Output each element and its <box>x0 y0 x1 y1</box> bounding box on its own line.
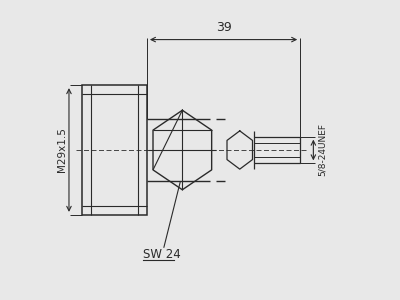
Text: 5/8-24UNEF: 5/8-24UNEF <box>318 124 327 176</box>
Text: 39: 39 <box>216 21 232 34</box>
Text: M29x1.5: M29x1.5 <box>57 128 67 172</box>
Bar <box>82 85 147 215</box>
Bar <box>254 137 300 163</box>
Text: SW 24: SW 24 <box>142 248 180 261</box>
